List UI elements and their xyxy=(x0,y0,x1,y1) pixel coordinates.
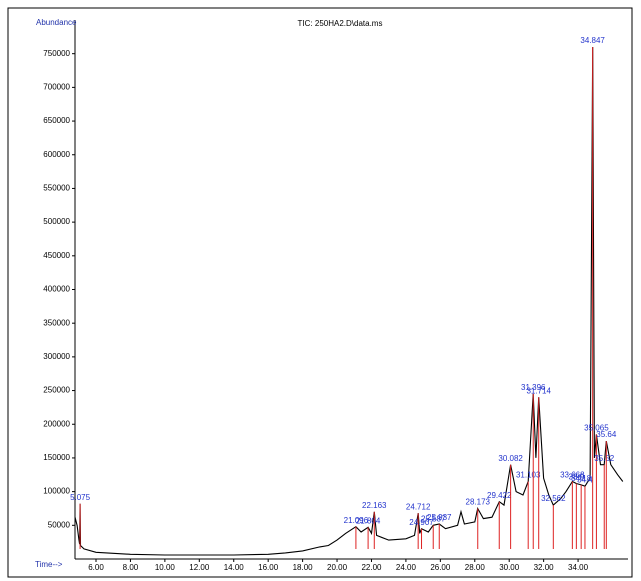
peak-label: 28.173 xyxy=(466,498,491,507)
x-tick-label: 6.00 xyxy=(88,563,104,572)
y-tick-label: 600000 xyxy=(43,150,70,159)
chart-title: TIC: 250HA2.D\data.ms xyxy=(298,19,383,28)
peak-label: 24.907 xyxy=(409,518,434,527)
y-tick-label: 200000 xyxy=(43,419,70,428)
x-tick-label: 24.00 xyxy=(396,563,417,572)
peak-label: 29.422 xyxy=(487,491,512,500)
x-axis-label: Time--> xyxy=(35,560,63,569)
peak-label: 21.096 xyxy=(344,516,369,525)
y-tick-label: 500000 xyxy=(43,217,70,226)
peak-label: 24.712 xyxy=(406,502,431,511)
peak-label: 22.163 xyxy=(362,501,387,510)
peak-label: 35.52 xyxy=(594,454,615,463)
peak-label: 30.082 xyxy=(498,454,523,463)
peak-label: 25.587 xyxy=(421,514,446,523)
peak-label: 33.9 xyxy=(569,473,585,482)
peak-label: 33.668 xyxy=(560,471,585,480)
y-tick-label: 650000 xyxy=(43,116,70,125)
x-tick-label: 18.00 xyxy=(293,563,314,572)
x-tick-label: 22.00 xyxy=(361,563,382,572)
peak-label: 34.847 xyxy=(580,36,605,45)
x-tick-label: 14.00 xyxy=(224,563,245,572)
x-tick-label: 10.00 xyxy=(155,563,176,572)
x-tick-label: 32.00 xyxy=(534,563,555,572)
x-tick-label: 20.00 xyxy=(327,563,348,572)
y-tick-label: 700000 xyxy=(43,82,70,91)
y-tick-label: 100000 xyxy=(43,487,70,496)
x-tick-label: 8.00 xyxy=(123,563,139,572)
x-tick-label: 16.00 xyxy=(258,563,279,572)
x-tick-label: 12.00 xyxy=(189,563,210,572)
y-tick-label: 550000 xyxy=(43,184,70,193)
x-tick-label: 34.00 xyxy=(568,563,589,572)
y-tick-label: 50000 xyxy=(48,520,71,529)
peak-label: 31.103 xyxy=(516,471,541,480)
peak-label: 5.075 xyxy=(70,493,91,502)
y-tick-label: 150000 xyxy=(43,453,70,462)
y-tick-label: 450000 xyxy=(43,251,70,260)
y-tick-label: 350000 xyxy=(43,318,70,327)
peak-label: 25.937 xyxy=(427,513,452,522)
frame xyxy=(7,7,633,578)
peak-label: 31.714 xyxy=(526,386,551,395)
peak-label: 32.562 xyxy=(541,494,566,503)
x-tick-label: 26.00 xyxy=(430,563,451,572)
peak-label: 31.396 xyxy=(521,383,546,392)
y-tick-label: 250000 xyxy=(43,386,70,395)
peak-label: 34.4 xyxy=(577,475,593,484)
peak-label: 21.804 xyxy=(356,516,381,525)
y-tick-label: 750000 xyxy=(43,49,70,58)
x-tick-label: 28.00 xyxy=(465,563,486,572)
peak-label: 35.64 xyxy=(596,430,617,439)
x-tick-label: 30.00 xyxy=(499,563,520,572)
y-tick-label: 300000 xyxy=(43,352,70,361)
y-tick-label: 400000 xyxy=(43,285,70,294)
y-axis-label: Abundance xyxy=(36,18,77,27)
peak-label: 34.18 xyxy=(571,474,592,483)
trace xyxy=(74,46,624,556)
peak-label: 35.065 xyxy=(584,423,609,432)
